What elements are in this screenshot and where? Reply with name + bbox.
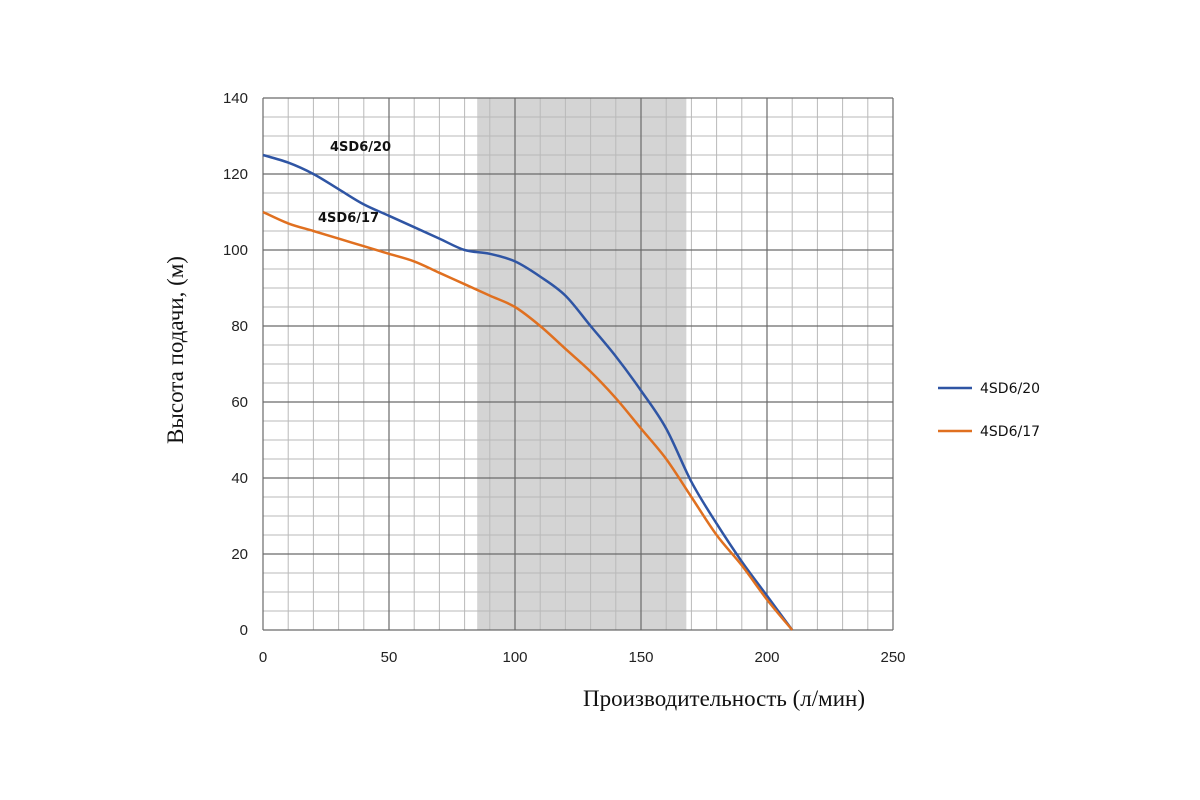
y-tick-label: 60 [231, 394, 248, 411]
y-tick-label: 140 [223, 90, 248, 107]
y-tick-label: 80 [231, 318, 248, 335]
y-axis-title: Высота подачи, (м) [163, 256, 188, 444]
x-tick-label: 200 [754, 649, 779, 666]
series-line-4sd6-17 [262, 210, 794, 631]
x-tick-label: 50 [381, 649, 398, 666]
y-tick-label: 20 [231, 546, 248, 563]
curve-label-4sd6-17: 4SD6/17 [318, 211, 379, 226]
grid-major [262, 97, 894, 631]
y-tick-label: 120 [223, 166, 248, 183]
x-tick-label: 0 [259, 649, 267, 666]
series-line-4sd6-20 [262, 153, 794, 631]
legend: 4SD6/20 4SD6/17 [938, 381, 1040, 440]
legend-label-4sd6-17: 4SD6/17 [980, 424, 1040, 440]
x-axis-title: Производительность (л/мин) [583, 686, 865, 711]
legend-label-4sd6-20: 4SD6/20 [980, 381, 1040, 397]
grid-minor [263, 98, 893, 630]
x-tick-labels: 0 50 100 150 200 250 [259, 649, 906, 666]
curve-label-4sd6-20: 4SD6/20 [330, 140, 391, 155]
y-tick-label: 0 [240, 622, 248, 639]
y-tick-labels: 0 20 40 60 80 100 120 140 [223, 90, 248, 639]
x-tick-label: 150 [628, 649, 653, 666]
x-tick-label: 100 [502, 649, 527, 666]
series-lines [262, 153, 794, 631]
y-tick-label: 100 [223, 242, 248, 259]
y-tick-label: 40 [231, 470, 248, 487]
x-tick-label: 250 [880, 649, 905, 666]
